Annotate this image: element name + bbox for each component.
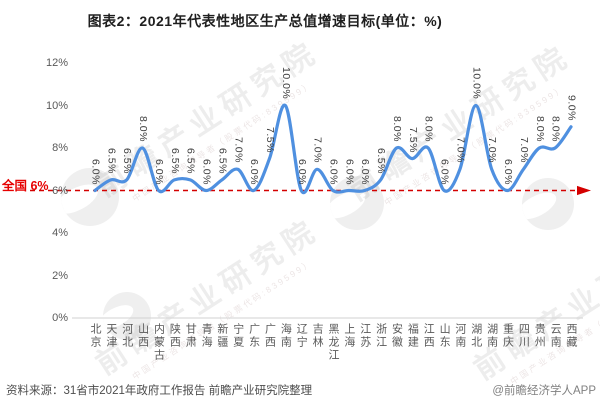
x-axis-category-label: 陕西 xyxy=(168,323,181,349)
data-point-label: 6.5% xyxy=(216,147,229,174)
data-point-label: 6.0% xyxy=(200,158,213,185)
data-point-label: 8.0% xyxy=(137,116,150,142)
data-point-label: 7.0% xyxy=(311,137,324,164)
data-point-label: 7.0% xyxy=(517,137,530,164)
x-axis-category-label: 湖南 xyxy=(485,323,498,349)
data-point-label: 8.0% xyxy=(390,116,403,142)
y-axis-tick-label: 12% xyxy=(45,57,68,69)
data-point-label: 6.5% xyxy=(121,147,134,174)
y-axis-tick-label: 0% xyxy=(52,312,68,324)
x-axis-category-label: 广西 xyxy=(263,323,276,349)
x-axis-category-label: 安徽 xyxy=(390,323,403,349)
data-point-label: 6.5% xyxy=(168,147,181,174)
x-axis-category-label: 海南 xyxy=(279,323,292,349)
x-axis-category-label: 贵州 xyxy=(533,323,546,349)
data-point-label: 6.5% xyxy=(375,147,388,174)
x-axis-category-label: 山西 xyxy=(136,323,149,349)
data-point-label: 7.0% xyxy=(454,137,467,164)
data-point-label: 6.0% xyxy=(248,158,261,185)
source-note: 资料来源：31省市2021年政府工作报告 前瞻产业研究院整理 xyxy=(6,385,313,397)
x-axis-category-label: 新疆 xyxy=(215,323,228,349)
data-point-label: 6.0% xyxy=(327,158,340,185)
x-axis-category-label: 天津 xyxy=(104,323,117,349)
data-point-label: 10.0% xyxy=(470,67,483,100)
growth-target-series xyxy=(93,103,573,195)
x-axis-category-label: 宁夏 xyxy=(231,323,244,349)
data-point-label: 6.5% xyxy=(184,147,197,174)
data-point-label: 6.0% xyxy=(295,158,308,185)
x-axis-category-label: 江苏 xyxy=(358,323,371,349)
x-axis-category-label: 辽宁 xyxy=(295,323,308,349)
data-point-label: 8.0% xyxy=(533,116,546,142)
data-point-label: 6.0% xyxy=(89,158,102,185)
x-axis-category-label: 浙江 xyxy=(374,323,387,349)
logo-watermark xyxy=(61,168,119,226)
data-point-label: 6.0% xyxy=(343,158,356,185)
x-axis-category-label: 河南 xyxy=(453,323,466,349)
y-axis-tick-label: 10% xyxy=(45,99,68,112)
arrow-right-icon xyxy=(577,185,591,196)
y-axis-tick-label: 2% xyxy=(52,269,68,282)
x-axis-category-label: 江西 xyxy=(422,323,435,349)
chart-title: 图表2：2021年代表性地区生产总值增速目标(单位：%) xyxy=(87,13,443,29)
data-point-label: 7.0% xyxy=(486,137,499,164)
x-axis-category-label: 上海 xyxy=(342,323,355,349)
data-point-label: 6.0% xyxy=(152,158,165,185)
logo-watermark xyxy=(103,292,151,340)
x-axis-category-label: 重庆 xyxy=(501,323,514,349)
data-point-label: 7.0% xyxy=(232,137,245,164)
y-axis-tick-label: 4% xyxy=(52,227,68,239)
national-target-label: 全国 6% xyxy=(2,179,49,193)
data-point-label: 6.0% xyxy=(502,158,515,185)
data-point-label: 7.5% xyxy=(264,126,277,153)
y-axis-tick-label: 6% xyxy=(52,184,68,197)
data-point-label: 8.0% xyxy=(422,116,435,142)
x-axis-category-label: 广东 xyxy=(247,323,260,349)
y-axis-tick-label: 8% xyxy=(52,142,68,154)
credit-note: @前瞻经济学人APP xyxy=(492,385,596,397)
x-axis-category-label: 福建 xyxy=(406,323,419,349)
data-point-label: 8.0% xyxy=(549,116,562,142)
x-axis-category-label: 西藏 xyxy=(565,323,577,349)
x-axis-category-label: 山东 xyxy=(438,323,451,349)
x-axis-category-label: 北京 xyxy=(89,323,101,349)
data-point-label: 6.0% xyxy=(359,158,372,185)
x-axis-category-label: 四川 xyxy=(517,323,530,349)
x-axis-category-label: 云南 xyxy=(549,323,562,349)
x-axis-category-label: 河北 xyxy=(120,323,133,349)
data-point-label: 6.0% xyxy=(438,158,451,185)
x-axis-category-label: 青海 xyxy=(200,323,213,349)
data-point-label: 10.0% xyxy=(279,67,292,100)
x-axis-category-label: 吉林 xyxy=(311,323,324,349)
logo-watermark xyxy=(522,178,574,230)
x-axis-category-label: 湖北 xyxy=(469,323,482,349)
data-point-label: 7.5% xyxy=(406,126,419,153)
x-axis-category-label: 内蒙古 xyxy=(152,323,165,362)
x-axis-category-label: 黑龙江 xyxy=(327,323,339,362)
data-point-label: 9.0% xyxy=(565,94,578,121)
data-point-label: 6.5% xyxy=(105,147,118,174)
x-axis-category-label: 甘肃 xyxy=(184,323,197,349)
